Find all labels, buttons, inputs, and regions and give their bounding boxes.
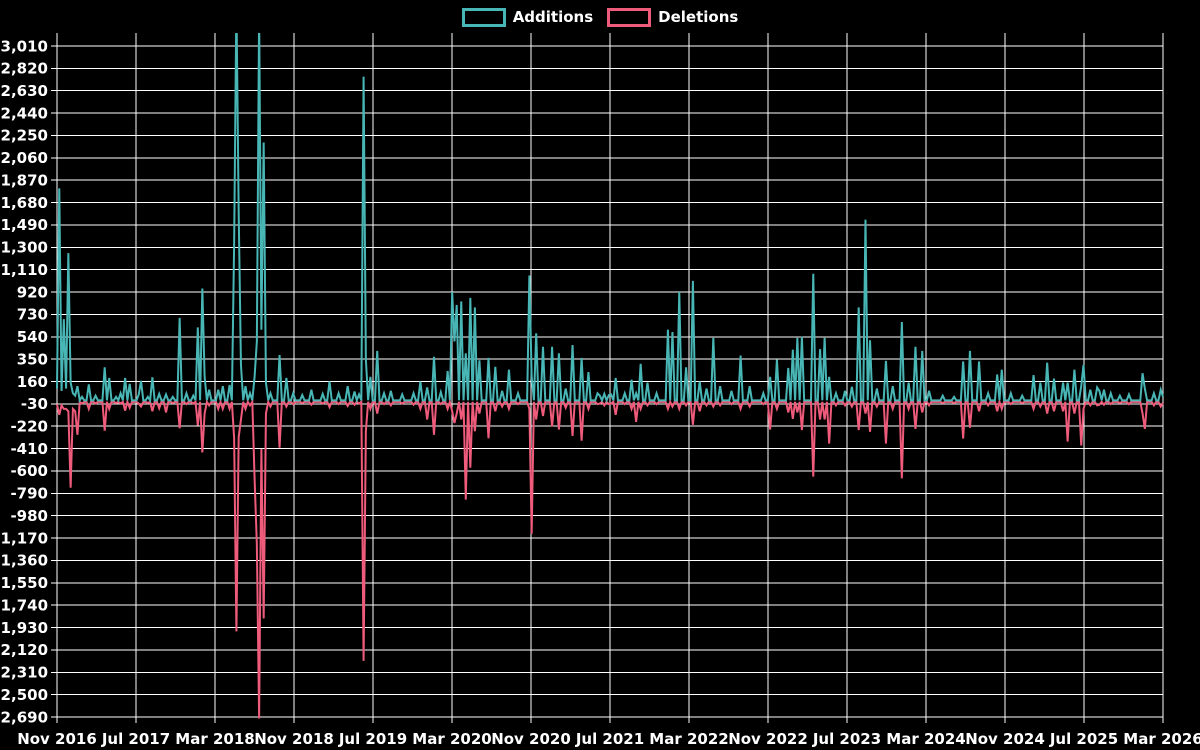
y-tick-label: 1,870 <box>1 171 48 189</box>
y-tick-label: 1,490 <box>1 216 48 234</box>
y-tick-label: 2,250 <box>1 127 48 145</box>
y-tick-label: -600 <box>10 462 48 480</box>
deletions-line <box>56 398 1164 719</box>
legend-item-deletions[interactable]: Deletions <box>607 7 739 27</box>
additions-line <box>56 33 1164 404</box>
y-tick-label: 160 <box>17 373 48 391</box>
additions-swatch <box>461 7 506 27</box>
y-tick-label: 2,440 <box>1 104 48 122</box>
y-tick-label: -1,360 <box>0 552 48 570</box>
y-tick-label: -2,690 <box>0 708 48 726</box>
y-tick-label: -410 <box>10 440 48 458</box>
y-tick-label: 2,060 <box>1 149 48 167</box>
y-tick-label: 2,630 <box>1 82 48 100</box>
y-tick-label: -1,170 <box>0 529 48 547</box>
y-tick-label: -2,310 <box>0 664 48 682</box>
y-tick-label: 540 <box>17 328 48 346</box>
legend-label-additions: Additions <box>512 7 594 26</box>
deletions-swatch <box>607 7 652 27</box>
y-tick-label: 3,010 <box>1 37 48 55</box>
x-tick-label: Jul 2025 <box>1049 730 1118 748</box>
x-tick-label: Nov 2020 <box>491 730 571 748</box>
x-tick-label: Jul 2021 <box>575 730 644 748</box>
x-tick-label: Nov 2024 <box>965 730 1045 748</box>
y-tick-label: -1,740 <box>0 596 48 614</box>
y-tick-label: 2,820 <box>1 60 48 78</box>
x-tick-label: Nov 2016 <box>17 730 97 748</box>
y-tick-label: 730 <box>17 306 48 324</box>
y-tick-label: 1,680 <box>1 194 48 212</box>
x-tick-label: Nov 2022 <box>728 730 808 748</box>
y-tick-label: -1,550 <box>0 574 48 592</box>
x-tick-label: Jul 2019 <box>338 730 407 748</box>
y-tick-label: -980 <box>10 507 48 525</box>
y-tick-label: -2,500 <box>0 686 48 704</box>
x-tick-label: Mar 2018 <box>175 730 254 748</box>
chart-legend: Additions Deletions <box>0 6 1200 28</box>
x-tick-label: Jul 2023 <box>812 730 881 748</box>
x-tick-label: Mar 2020 <box>412 730 491 748</box>
y-tick-label: 350 <box>17 350 48 368</box>
x-tick-label: Mar 2024 <box>886 730 965 748</box>
x-tick-label: Nov 2018 <box>254 730 334 748</box>
legend-item-additions[interactable]: Additions <box>461 7 594 27</box>
y-tick-label: 920 <box>17 283 48 301</box>
x-tick-label: Mar 2026 <box>1123 730 1200 748</box>
y-tick-label: -1,930 <box>0 619 48 637</box>
y-tick-label: -2,120 <box>0 641 48 659</box>
y-tick-label: -220 <box>10 417 48 435</box>
x-tick-label: Mar 2022 <box>649 730 728 748</box>
legend-label-deletions: Deletions <box>658 7 739 26</box>
y-tick-label: 1,300 <box>1 239 48 257</box>
y-tick-label: -790 <box>10 485 48 503</box>
y-tick-label: -30 <box>21 395 48 413</box>
y-tick-label: 1,110 <box>1 261 48 279</box>
x-tick-label: Jul 2017 <box>101 730 170 748</box>
